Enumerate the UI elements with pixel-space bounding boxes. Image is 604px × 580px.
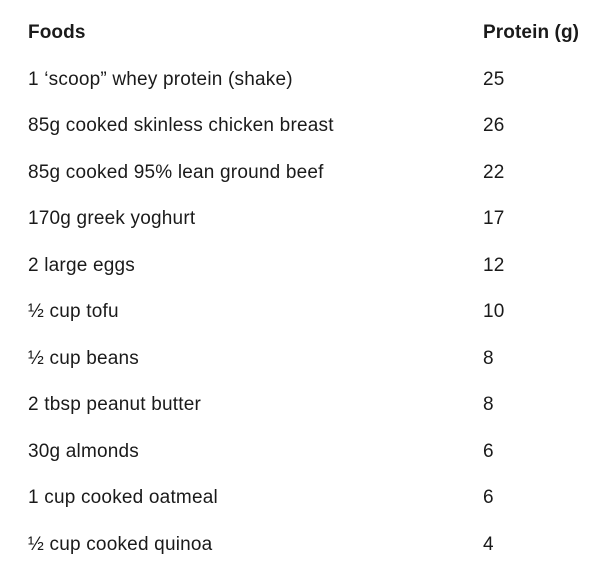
table-row: 30g almonds 6 — [28, 441, 594, 488]
table-row: 2 tbsp peanut butter 8 — [28, 394, 594, 441]
food-cell: 2 large eggs — [28, 255, 483, 278]
table-row: 85g cooked skinless chicken breast 26 — [28, 115, 594, 162]
food-cell: 85g cooked skinless chicken breast — [28, 115, 483, 138]
food-cell: 85g cooked 95% lean ground beef — [28, 162, 483, 185]
table-row: ½ cup beans 8 — [28, 348, 594, 395]
protein-cell: 4 — [483, 534, 594, 557]
protein-cell: 26 — [483, 115, 594, 138]
protein-cell: 6 — [483, 487, 594, 510]
table-header-row: Foods Protein (g) — [28, 22, 594, 69]
table-row: ½ cup tofu 10 — [28, 301, 594, 348]
food-cell: 2 tbsp peanut butter — [28, 394, 483, 417]
table-row: 85g cooked 95% lean ground beef 22 — [28, 162, 594, 209]
food-cell: 30g almonds — [28, 441, 483, 464]
food-cell: 170g greek yoghurt — [28, 208, 483, 231]
food-cell: ½ cup beans — [28, 348, 483, 371]
food-cell: ½ cup cooked quinoa — [28, 534, 483, 557]
protein-cell: 6 — [483, 441, 594, 464]
food-cell: ½ cup tofu — [28, 301, 483, 324]
protein-cell: 12 — [483, 255, 594, 278]
food-cell: 1 ‘scoop” whey protein (shake) — [28, 69, 483, 92]
table-row: ½ cup cooked quinoa 4 — [28, 534, 594, 580]
table-row: 1 ‘scoop” whey protein (shake) 25 — [28, 69, 594, 116]
table-row: 170g greek yoghurt 17 — [28, 208, 594, 255]
table-row: 2 large eggs 12 — [28, 255, 594, 302]
protein-cell: 8 — [483, 394, 594, 417]
protein-cell: 25 — [483, 69, 594, 92]
column-header-protein: Protein (g) — [483, 22, 594, 45]
protein-cell: 8 — [483, 348, 594, 371]
table-row: 1 cup cooked oatmeal 6 — [28, 487, 594, 534]
food-cell: 1 cup cooked oatmeal — [28, 487, 483, 510]
protein-cell: 10 — [483, 301, 594, 324]
column-header-foods: Foods — [28, 22, 483, 45]
protein-cell: 17 — [483, 208, 594, 231]
protein-cell: 22 — [483, 162, 594, 185]
